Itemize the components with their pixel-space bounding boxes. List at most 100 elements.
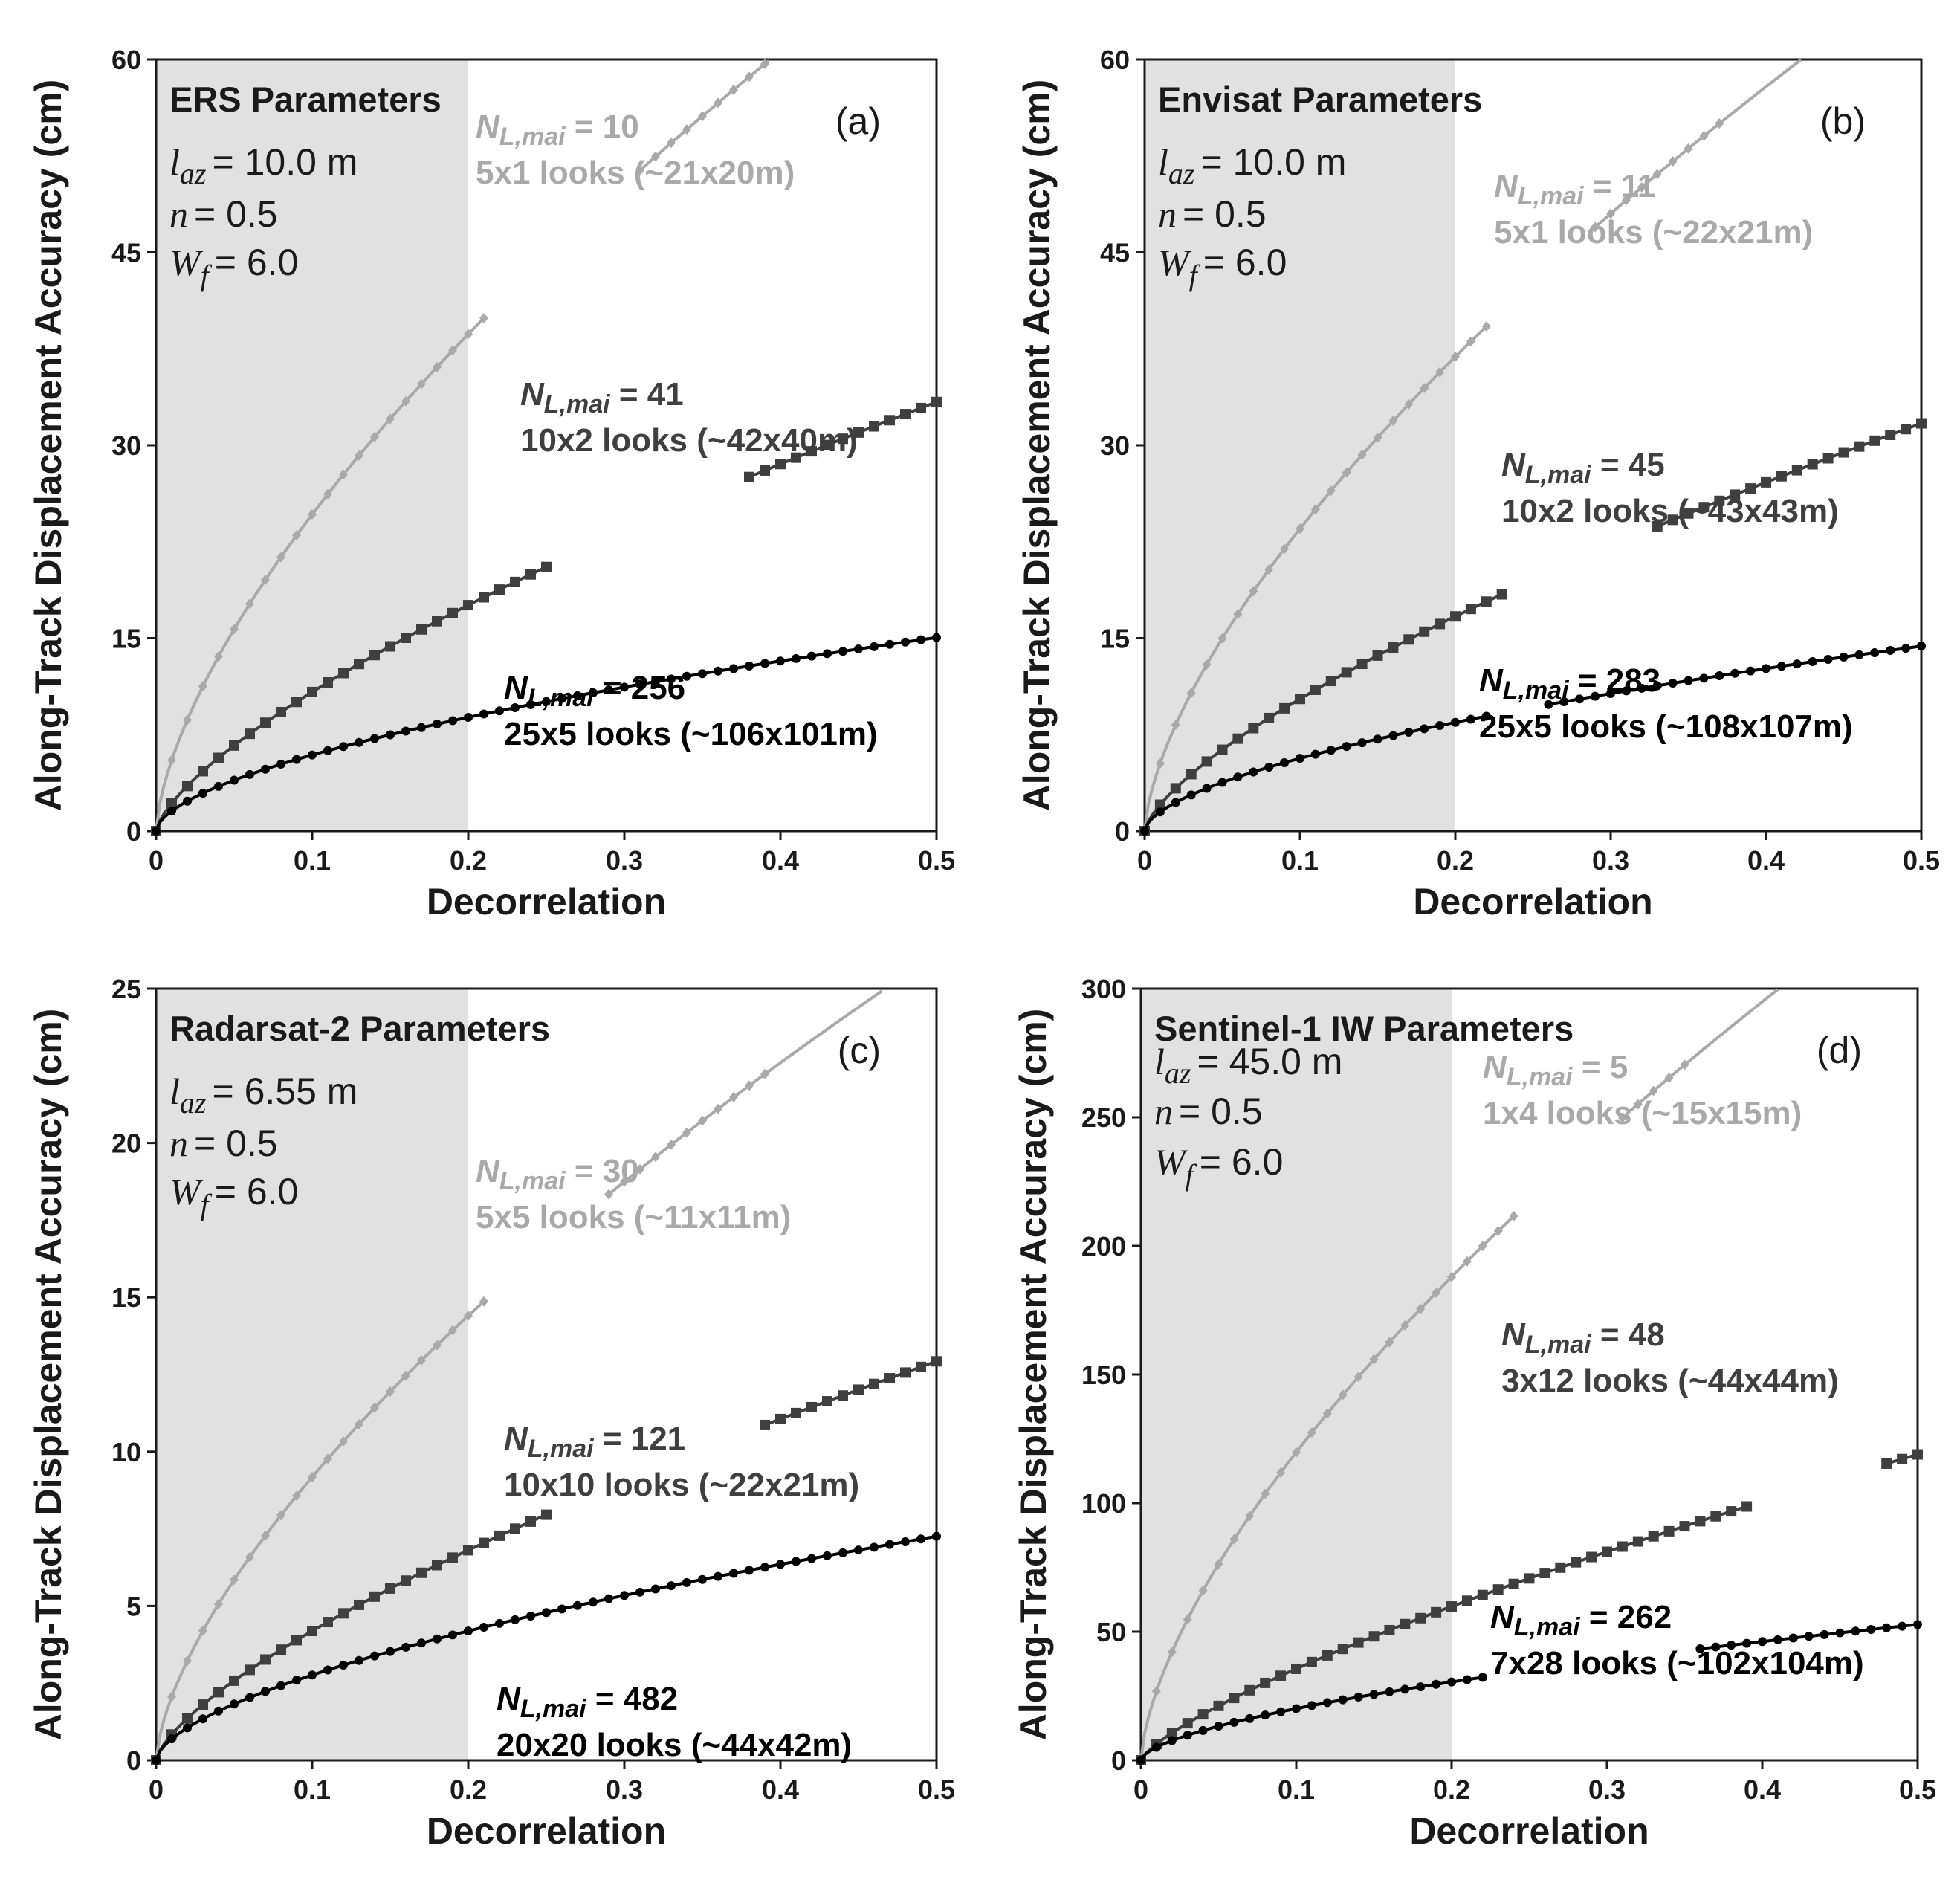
data-point-dark — [479, 1622, 488, 1632]
data-point-light — [1478, 1241, 1487, 1252]
data-point-light — [1684, 143, 1693, 154]
data-point-medium — [869, 1378, 879, 1389]
data-point-dark — [1742, 1638, 1752, 1648]
data-point-medium — [510, 576, 520, 587]
data-point-dark — [1773, 1635, 1782, 1644]
data-point-medium — [541, 1509, 552, 1520]
data-point-light — [1245, 1511, 1255, 1522]
param-laz: laz = 6.55 m — [169, 1070, 358, 1120]
data-point-dark — [1695, 1644, 1705, 1654]
data-point-medium — [1586, 1551, 1597, 1563]
data-point-dark — [1652, 681, 1662, 691]
data-point-light — [1369, 1354, 1379, 1365]
data-point-dark — [1668, 679, 1678, 688]
data-point-light — [433, 1340, 442, 1351]
data-point-light — [620, 1176, 629, 1187]
data-point-light — [635, 165, 644, 176]
x-tick-label: 0.3 — [606, 845, 643, 876]
data-point-dark — [729, 664, 738, 673]
data-point-medium — [806, 446, 817, 457]
data-point-dark — [682, 1577, 691, 1587]
data-point-dark — [1214, 1722, 1223, 1731]
data-point-medium — [1186, 769, 1197, 780]
data-point-dark — [542, 697, 551, 706]
data-point-light — [651, 151, 660, 162]
series-light — [152, 59, 770, 836]
panel-title: Sentinel-1 IW Parameters — [1154, 1009, 1574, 1048]
data-point-medium — [479, 592, 489, 603]
data-point-medium — [853, 427, 864, 438]
data-point-medium — [1170, 783, 1181, 794]
data-point-dark — [1245, 1713, 1255, 1723]
data-point-light — [1276, 1467, 1286, 1479]
data-point-light — [1447, 1271, 1456, 1282]
data-point-medium — [1446, 1601, 1457, 1612]
data-point-dark — [604, 685, 613, 695]
data-point-dark — [854, 1545, 863, 1555]
data-point-dark — [1353, 1692, 1363, 1702]
data-point-medium — [853, 1384, 864, 1395]
data-point-medium — [1901, 424, 1912, 435]
data-point-light — [198, 1625, 207, 1636]
data-point-medium — [1310, 684, 1321, 695]
data-point-light — [323, 488, 332, 500]
chart-panel-c: 0 5 10 15 20 25 0 0.1 0.2 0.3 0.4 0.5 Decorrelation A… — [28, 974, 955, 1852]
data-point-medium — [1477, 1589, 1488, 1600]
data-point-dark — [635, 679, 644, 689]
data-point-dark — [526, 700, 535, 709]
data-point-dark — [1804, 1632, 1814, 1641]
x-tick-label: 0.1 — [294, 1774, 331, 1805]
data-point-light — [682, 1127, 691, 1138]
data-point-medium — [1695, 1516, 1706, 1527]
data-point-dark — [511, 703, 520, 713]
data-point-medium — [1481, 596, 1492, 607]
y-tick-label: 15 — [111, 1282, 141, 1313]
data-point-light — [276, 552, 285, 563]
data-point-medium — [1508, 1578, 1519, 1589]
param-n: n = 0.5 — [1154, 1091, 1263, 1132]
data-point-light — [464, 1310, 473, 1321]
data-point-dark — [292, 755, 301, 764]
data-point-dark — [214, 781, 223, 791]
x-tick-label: 0 — [149, 845, 164, 876]
data-point-dark — [1544, 700, 1553, 709]
data-point-medium — [1741, 1501, 1753, 1512]
y-tick-label: 45 — [1100, 238, 1130, 268]
data-point-dark — [1882, 1623, 1892, 1632]
data-point-light — [1633, 1099, 1643, 1110]
data-point-dark — [1808, 657, 1817, 667]
series-medium — [1139, 418, 1927, 836]
data-point-medium — [775, 1413, 786, 1424]
data-point-dark — [276, 760, 285, 769]
data-point-medium — [1617, 1541, 1628, 1552]
series-line-light — [1621, 988, 1779, 1119]
shaded-region — [1141, 989, 1452, 1760]
series-line-light — [155, 317, 485, 832]
data-point-dark — [854, 644, 863, 654]
data-point-medium — [1667, 514, 1678, 526]
data-point-light — [729, 84, 738, 95]
data-point-light — [183, 1655, 192, 1667]
y-tick-label: 60 — [111, 45, 141, 75]
data-point-dark — [1326, 746, 1336, 755]
data-point-light — [417, 1354, 426, 1366]
data-point-dark — [1746, 666, 1756, 676]
x-tick-label: 0.1 — [1278, 1774, 1315, 1805]
data-point-dark — [1432, 1679, 1441, 1689]
param-wf: Wf = 6.0 — [169, 1171, 298, 1221]
data-point-dark — [1198, 1725, 1208, 1735]
data-point-medium — [447, 607, 458, 618]
data-point-medium — [822, 439, 832, 450]
data-point-dark — [557, 1604, 566, 1614]
data-point-dark — [589, 1597, 598, 1607]
data-point-dark — [526, 1612, 535, 1621]
data-point-dark — [682, 671, 691, 681]
data-point-medium — [1897, 1453, 1908, 1464]
data-point-dark — [792, 1557, 801, 1566]
data-point-dark — [1292, 1704, 1301, 1713]
data-point-dark — [323, 746, 332, 755]
data-point-dark — [916, 1534, 925, 1544]
y-axis-label: Along-Track Displacement Accuracy (cm) — [28, 80, 69, 812]
data-point-dark — [1388, 731, 1398, 740]
data-point-dark — [807, 1554, 816, 1563]
